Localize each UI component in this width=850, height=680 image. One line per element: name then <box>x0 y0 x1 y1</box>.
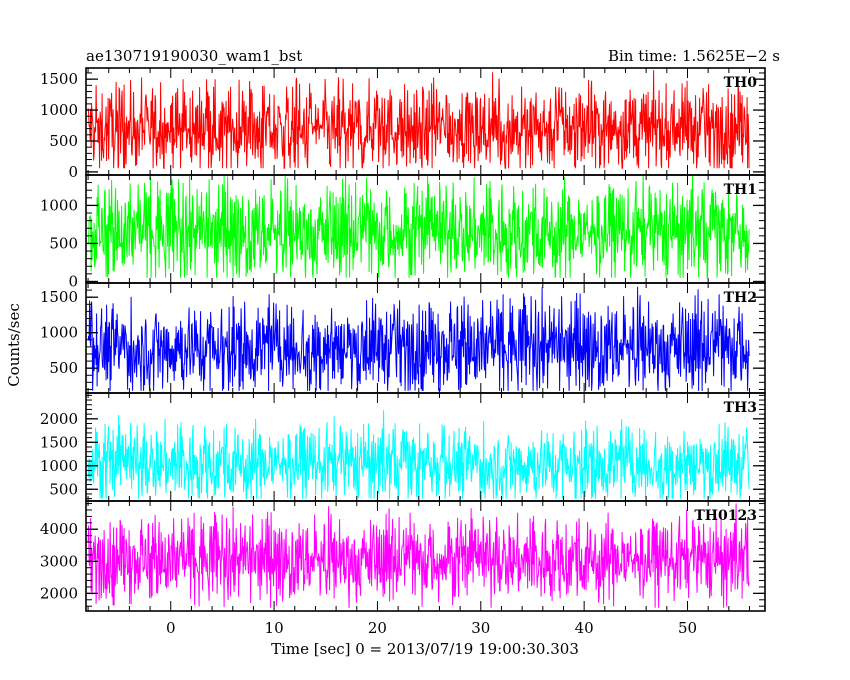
chart-title: ae130719190030_wam1_bst <box>86 47 302 65</box>
panel-th1: 0 500 1000 TH1 <box>40 174 766 290</box>
series-line-th0123 <box>87 503 750 608</box>
panel-th0123: 2000 3000 4000 TH0123 <box>40 500 766 612</box>
y-tick-label: 1500 <box>40 433 78 451</box>
y-tick-label: 0 <box>68 163 78 181</box>
series-line-th2 <box>87 286 750 391</box>
y-tick-label: 500 <box>49 234 78 252</box>
y-tick-label: 0 <box>68 272 78 290</box>
y-axis-label: Counts/sec <box>5 303 23 387</box>
series-line-th3 <box>87 410 750 500</box>
bin-time-label: Bin time: 1.5625E−2 s <box>608 47 780 65</box>
y-tick-label: 2000 <box>40 410 78 428</box>
panel-label: TH3 <box>724 400 757 416</box>
series-line-th1 <box>87 174 750 279</box>
y-tick-label: 2000 <box>40 584 78 602</box>
y-tick-label: 500 <box>49 132 78 150</box>
x-tick-label: 0 <box>166 619 176 637</box>
y-tick-label: 1000 <box>40 324 78 342</box>
panel-th2: 500 1000 1500 TH2 <box>40 282 766 394</box>
y-tick-label: 3000 <box>40 552 78 570</box>
panel-label: TH0 <box>724 75 758 91</box>
y-tick-label: 1000 <box>40 457 78 475</box>
x-tick-label: 40 <box>575 619 594 637</box>
y-tick-label: 1000 <box>40 196 78 214</box>
y-tick-label: 1500 <box>40 288 78 306</box>
y-tick-label: 500 <box>49 480 78 498</box>
panels-group: 0 500 1000 1500 TH0 0 500 1000 TH1 500 1000 1500 TH2… <box>40 67 766 612</box>
x-tick-label: 50 <box>678 619 697 637</box>
panel-label: TH1 <box>724 182 757 198</box>
panel-th3: 500 1000 1500 2000 TH3 <box>40 392 766 502</box>
x-tick-label: 10 <box>265 619 284 637</box>
x-tick-label: 30 <box>471 619 490 637</box>
y-tick-label: 4000 <box>40 520 78 538</box>
panel-label: TH2 <box>724 290 757 306</box>
y-tick-label: 500 <box>49 359 78 377</box>
x-axis-label: Time [sec] 0 = 2013/07/19 19:00:30.303 <box>271 640 579 658</box>
series-line-th0 <box>87 70 750 169</box>
panel-label: TH0123 <box>694 508 757 524</box>
y-tick-label: 1000 <box>40 101 78 119</box>
panel-th0: 0 500 1000 1500 TH0 <box>40 67 766 181</box>
panel-frame <box>85 500 766 612</box>
x-axis: 0 10 20 30 40 50 <box>166 619 697 637</box>
x-tick-label: 20 <box>368 619 387 637</box>
y-tick-label: 1500 <box>40 70 78 88</box>
